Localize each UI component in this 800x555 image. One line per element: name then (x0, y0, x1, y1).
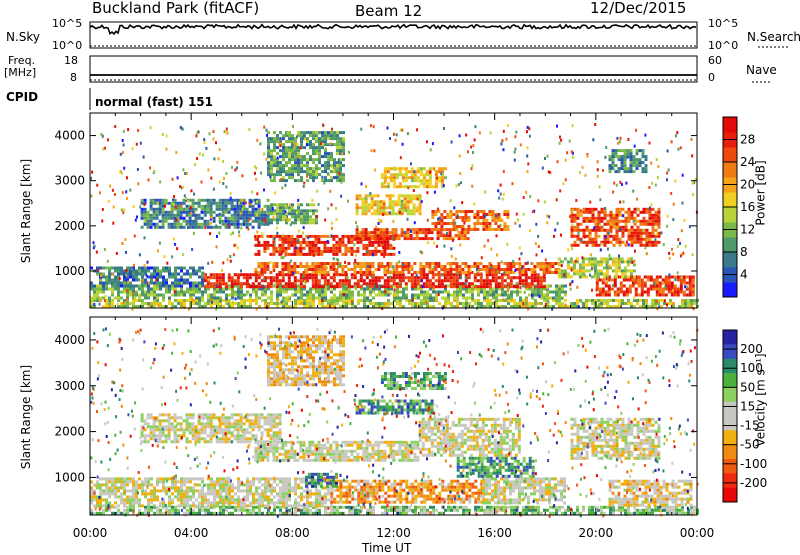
colorbar-tick-label-power-6: 28 (740, 133, 755, 147)
colorbar-swatch (723, 402, 737, 417)
colorbar-swatch (723, 192, 737, 208)
colorbar-swatch (723, 430, 737, 445)
velocity-heatmap (90, 327, 699, 518)
colorbar-tick-label-velocity-4: -15 (740, 419, 760, 433)
xtick-label-1: 04:00 (174, 526, 209, 540)
colorbar-swatch (723, 445, 737, 460)
colorbar-swatch (723, 344, 737, 359)
colorbar-swatch (723, 488, 737, 503)
colorbar-tick-label-power-1: 8 (740, 245, 748, 259)
colorbar-swatch (723, 459, 737, 474)
colorbar-tick-label-power-5: 24 (740, 155, 755, 169)
colorbar-swatch (723, 117, 737, 133)
ytick-label-velocity-1: 2000 (54, 425, 85, 439)
xtick-label-4: 16:00 (477, 526, 512, 540)
ytick-label-velocity-0: 1000 (54, 470, 85, 484)
colorbar-tick-label-power-0: 4 (740, 268, 748, 282)
ytick-label-power-2: 3000 (54, 174, 85, 188)
xtick-label-0: 00:00 (73, 526, 108, 540)
colorbar-tick-label-power-2: 12 (740, 223, 755, 237)
power-heatmap (90, 123, 699, 311)
ytick-label-velocity-3: 4000 (54, 333, 85, 347)
ytick-label-power-3: 4000 (54, 129, 85, 143)
velocity-colorbar: 200 100 50 15 -15 -50 -100 -200 (723, 330, 767, 503)
colorbar-tick-label-velocity-1: 100 (740, 361, 763, 375)
ytick-label-power-1: 2000 (54, 219, 85, 233)
noise-sky-trace (90, 25, 696, 34)
freq-panel-frame (90, 56, 697, 82)
xtick-label-5: 20:00 (579, 526, 614, 540)
colorbar-swatch (723, 252, 737, 268)
xtick-label-6: 00:00 (680, 526, 715, 540)
colorbar-tick-label-power-3: 16 (740, 200, 755, 214)
ytick-label-power-0: 1000 (54, 264, 85, 278)
colorbar-swatch (723, 416, 737, 431)
colorbar-swatch (723, 387, 737, 402)
colorbar-swatch (723, 473, 737, 488)
colorbar-swatch (723, 207, 737, 223)
colorbar-tick-label-velocity-3: 15 (740, 399, 755, 413)
colorbar-swatch (723, 147, 737, 163)
colorbar-swatch (723, 359, 737, 374)
colorbar-swatch (723, 237, 737, 253)
colorbar-tick-label-velocity-7: -200 (740, 476, 767, 490)
colorbar-swatch (723, 373, 737, 388)
colorbar-swatch (723, 162, 737, 178)
xtick-label-3: 12:00 (376, 526, 411, 540)
power-colorbar: 4 8 12 16 20 24 28 (723, 117, 755, 298)
xtick-label-2: 08:00 (275, 526, 310, 540)
colorbar-swatch (723, 330, 737, 345)
ytick-label-velocity-2: 3000 (54, 379, 85, 393)
colorbar-swatch (723, 282, 737, 298)
colorbar-tick-label-velocity-0: 200 (740, 342, 763, 356)
colorbar-tick-label-power-4: 20 (740, 178, 755, 192)
colorbar-tick-label-velocity-2: 50 (740, 380, 755, 394)
colorbar-tick-label-velocity-5: -50 (740, 438, 760, 452)
colorbar-tick-label-velocity-6: -100 (740, 457, 767, 471)
